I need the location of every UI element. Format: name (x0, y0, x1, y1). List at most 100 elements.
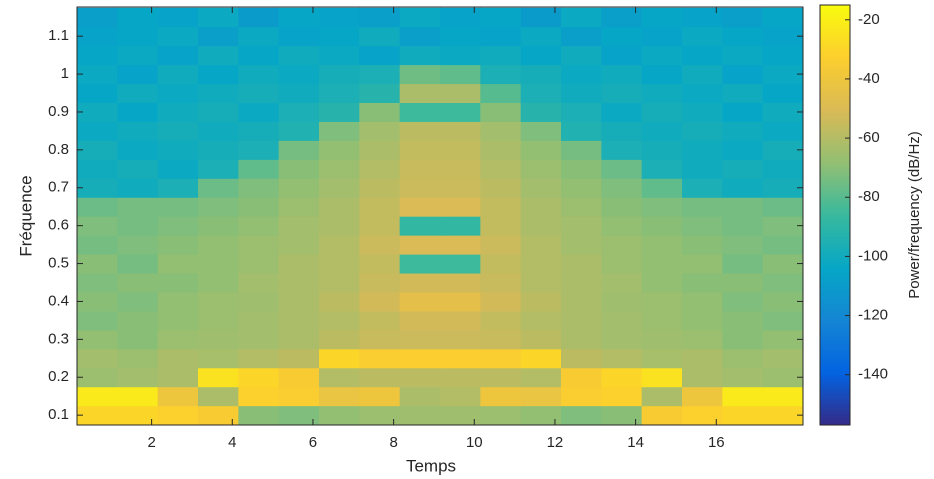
heatmap-cell (722, 178, 764, 198)
heatmap-cell (641, 405, 683, 425)
heatmap-cell (520, 45, 562, 66)
heatmap-cell (319, 197, 360, 217)
colorbar-segment (820, 146, 850, 150)
heatmap-cell (520, 386, 562, 407)
heatmap-cell (198, 140, 239, 160)
heatmap-cell (762, 216, 803, 236)
heatmap-cell (480, 197, 522, 217)
colorbar-segment (820, 302, 850, 306)
heatmap-cell (601, 329, 643, 350)
heatmap-cell (641, 216, 683, 236)
heatmap-cell (440, 140, 481, 160)
colorbar-segment (820, 110, 850, 114)
heatmap-cell (520, 273, 562, 293)
heatmap-cell (762, 121, 803, 141)
heatmap-cell (682, 140, 723, 160)
heatmap-cell (359, 64, 401, 85)
heatmap-cell (480, 291, 522, 312)
heatmap-cell (722, 26, 764, 47)
colorbar-segment (820, 275, 850, 279)
heatmap-cell (480, 159, 522, 179)
heatmap-cell (359, 102, 401, 122)
colorbar-segment (820, 386, 850, 390)
heatmap-cell (157, 273, 199, 293)
heatmap-cell (682, 310, 723, 331)
heatmap-cell (319, 45, 360, 66)
heatmap-cell (601, 140, 643, 160)
heatmap-cell (601, 7, 643, 28)
colorbar-segment (820, 128, 850, 132)
heatmap-cell (480, 254, 522, 274)
heatmap-cell (480, 405, 522, 425)
heatmap-cell (440, 7, 481, 28)
heatmap-cell (278, 64, 320, 85)
heatmap-cell (278, 26, 320, 47)
heatmap-cell (561, 45, 602, 66)
heatmap-cell (399, 405, 441, 425)
heatmap-cell (77, 310, 118, 331)
heatmap-cell (762, 235, 803, 255)
colorbar-segment (820, 212, 850, 216)
heatmap-cell (157, 291, 199, 312)
heatmap-cell (238, 7, 280, 28)
heatmap-cell (77, 140, 118, 160)
heatmap-cell (440, 405, 481, 425)
heatmap-cell (117, 102, 159, 122)
heatmap-cell (399, 273, 441, 293)
heatmap-cell (520, 197, 562, 217)
heatmap-cell (77, 235, 118, 255)
heatmap-cell (319, 26, 360, 47)
heatmap-cell (238, 216, 280, 236)
heatmap-cell (319, 405, 360, 425)
heatmap-cell (641, 45, 683, 66)
y-tick-label: 0.1 (48, 406, 69, 423)
heatmap-cell (601, 386, 643, 407)
heatmap-cell (601, 254, 643, 274)
colorbar-segment (820, 53, 850, 57)
heatmap-cell (278, 216, 320, 236)
heatmap-cell (641, 159, 683, 179)
heatmap-cell (641, 254, 683, 274)
colorbar-segment (820, 122, 850, 126)
heatmap-cell (480, 83, 522, 103)
heatmap-cell (77, 7, 118, 28)
colorbar-segment (820, 95, 850, 99)
heatmap-cell (117, 310, 159, 331)
heatmap-cell (762, 7, 803, 28)
heatmap-cell (440, 273, 481, 293)
heatmap-cell (117, 291, 159, 312)
colorbar-segment (820, 215, 850, 219)
colorbar-segment (820, 347, 850, 351)
heatmap-cell (440, 348, 481, 369)
heatmap-cell (722, 140, 764, 160)
heatmap-cell (359, 178, 401, 198)
heatmap-cell (601, 235, 643, 255)
heatmap-cell (238, 273, 280, 293)
colorbar-segment (820, 326, 850, 330)
heatmap-cell (399, 7, 441, 28)
heatmap-cell (238, 254, 280, 274)
heatmap-cell (278, 348, 320, 369)
heatmap-cell (561, 310, 602, 331)
heatmap-cell (157, 405, 199, 425)
heatmap-cell (561, 291, 602, 312)
colorbar-segment (820, 365, 850, 369)
heatmap-cell (117, 178, 159, 198)
heatmap-cell (198, 273, 239, 293)
heatmap-cell (77, 405, 118, 425)
heatmap-cell (399, 348, 441, 369)
heatmap-cell (682, 386, 723, 407)
colorbar-frame (819, 4, 851, 426)
heatmap-cell (682, 254, 723, 274)
heatmap-cell (238, 64, 280, 85)
heatmap-cell (117, 235, 159, 255)
heatmap-cell (641, 235, 683, 255)
heatmap-cell (480, 235, 522, 255)
heatmap-cell (399, 329, 441, 350)
heatmap-cell (722, 405, 764, 425)
colorbar-segment (820, 116, 850, 120)
heatmap-cell (682, 235, 723, 255)
heatmap-cell (561, 329, 602, 350)
colorbar-segment (820, 203, 850, 207)
colorbar-segment (820, 335, 850, 339)
